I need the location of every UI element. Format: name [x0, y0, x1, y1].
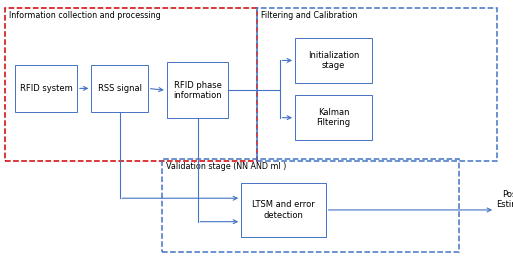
Text: Filtering and Calibration: Filtering and Calibration — [261, 11, 357, 20]
Text: RFID phase
information: RFID phase information — [173, 81, 222, 100]
Text: RFID system: RFID system — [20, 84, 72, 93]
Text: Information collection and processing: Information collection and processing — [9, 11, 161, 20]
Bar — [295, 95, 372, 140]
Text: Position
Estimation: Position Estimation — [497, 190, 513, 209]
Bar — [241, 183, 326, 237]
Bar — [5, 8, 256, 161]
Text: LTSM and error
detection: LTSM and error detection — [252, 200, 315, 220]
Bar — [15, 65, 77, 112]
Bar — [295, 38, 372, 83]
Bar — [162, 159, 459, 252]
Bar — [91, 65, 148, 112]
Text: Kalman
Filtering: Kalman Filtering — [317, 108, 350, 127]
Text: RSS signal: RSS signal — [97, 84, 142, 93]
Bar — [167, 62, 228, 118]
Text: Validation stage (NN AND ml ): Validation stage (NN AND ml ) — [166, 162, 286, 171]
Bar — [256, 8, 497, 161]
Text: Initialization
stage: Initialization stage — [308, 51, 359, 70]
